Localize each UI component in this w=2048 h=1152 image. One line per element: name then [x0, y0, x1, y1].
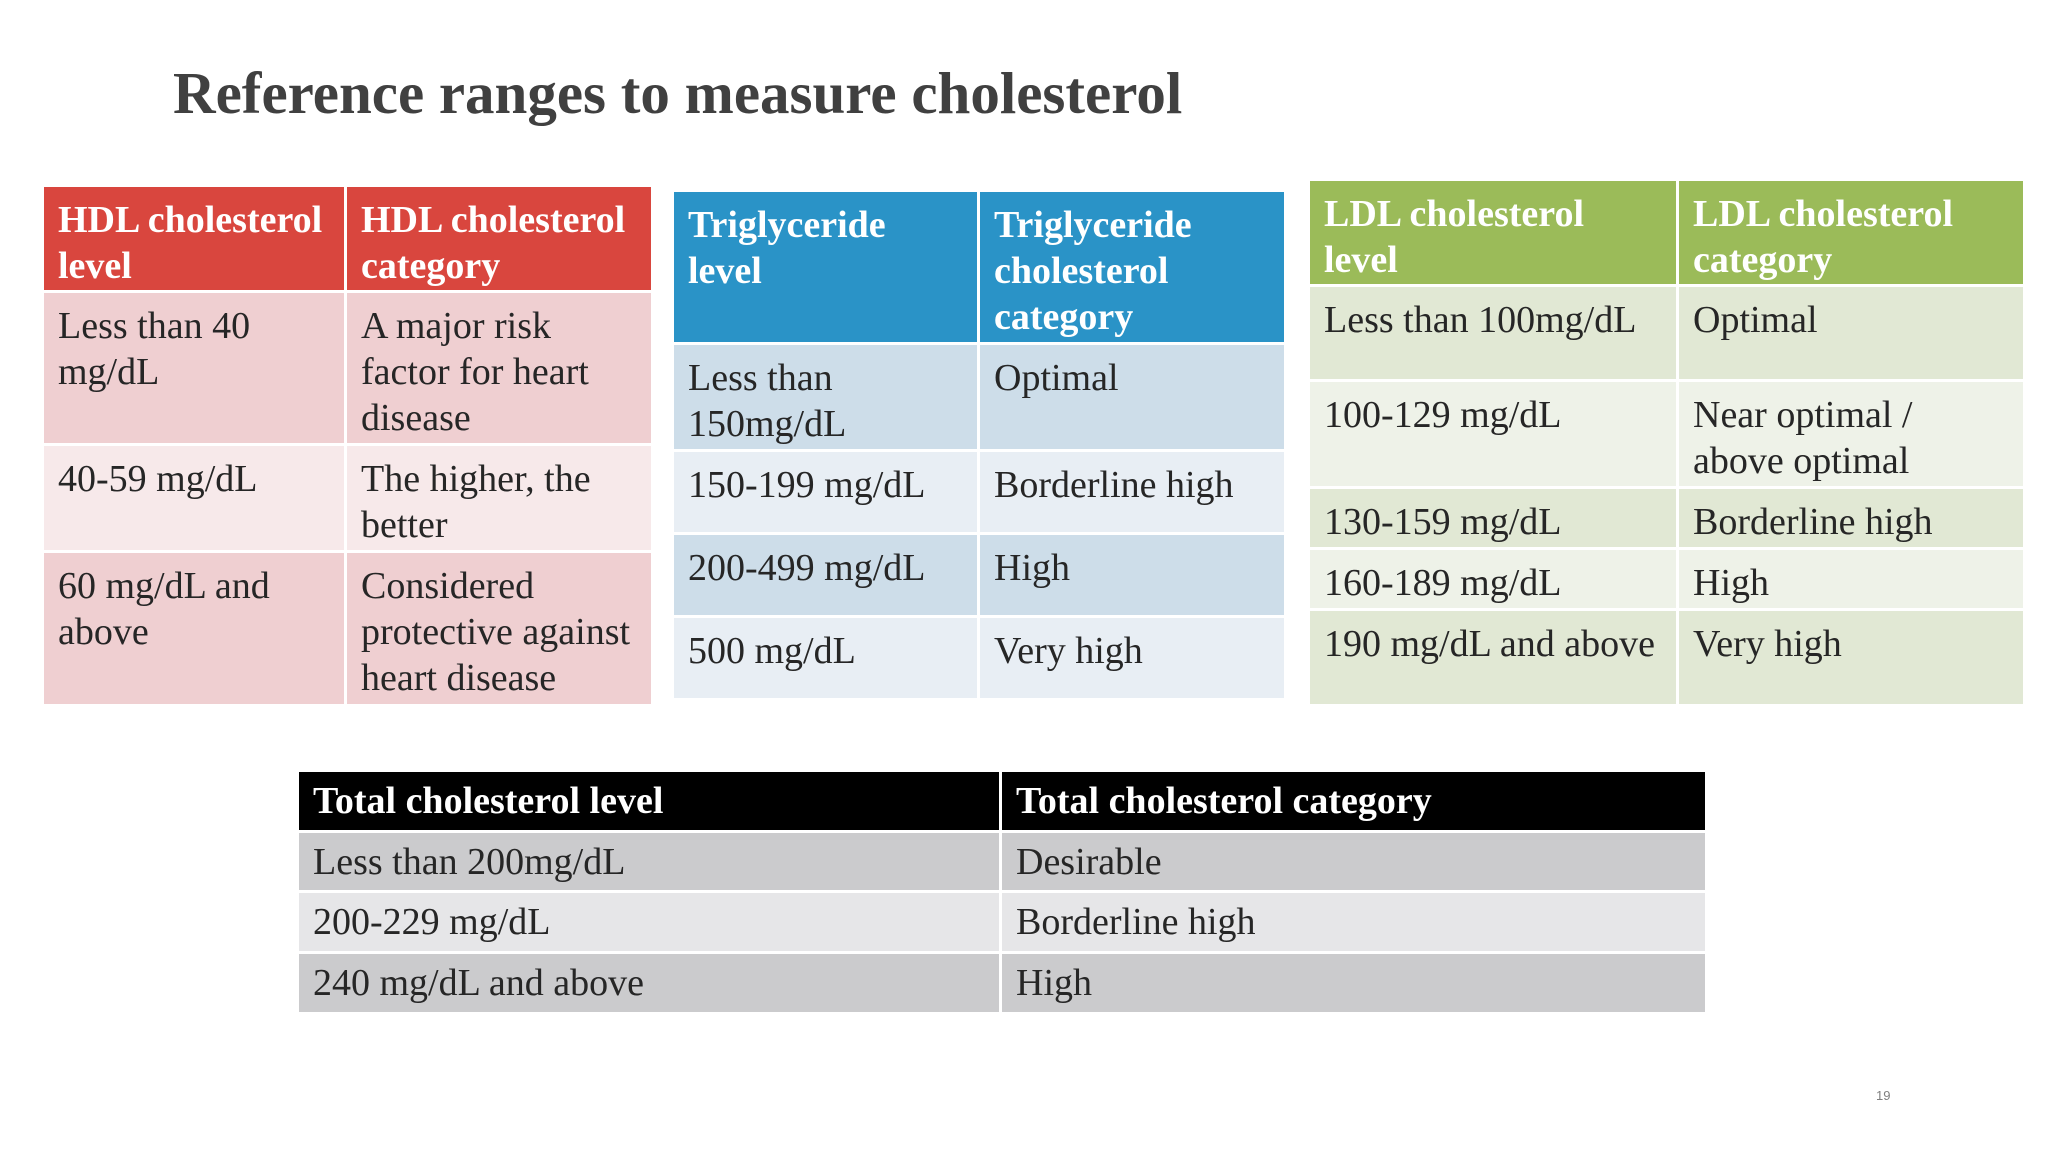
ldl-header-category: LDL cholesterol category [1679, 181, 2023, 284]
triglyceride-category-cell: Optimal [980, 345, 1284, 449]
ldl-category-cell: High [1679, 550, 2023, 608]
page-number: 19 [1876, 1088, 1891, 1103]
triglyceride-header-level: Triglyceride level [674, 192, 977, 342]
triglyceride-level-cell: 200-499 mg/dL [674, 535, 977, 615]
hdl-category-cell: The higher, the better [347, 446, 651, 550]
total-cholesterol-table: Total cholesterol level Total cholestero… [299, 772, 1705, 1012]
hdl-category-cell: Considered protective against heart dise… [347, 553, 651, 704]
ldl-level-cell: 100-129 mg/dL [1310, 382, 1676, 486]
triglyceride-level-cell: Less than 150mg/dL [674, 345, 977, 449]
total-level-cell: 240 mg/dL and above [299, 954, 999, 1012]
triglyceride-level-cell: 500 mg/dL [674, 618, 977, 698]
triglyceride-level-cell: 150-199 mg/dL [674, 452, 977, 532]
hdl-header-level: HDL cholesterol level [44, 187, 344, 290]
ldl-category-cell: Very high [1679, 611, 2023, 704]
ldl-category-cell: Borderline high [1679, 489, 2023, 547]
slide-title: Reference ranges to measure cholesterol [173, 60, 1183, 126]
triglyceride-table: Triglyceride level Triglyceride choleste… [674, 192, 1284, 698]
ldl-level-cell: 190 mg/dL and above [1310, 611, 1676, 704]
ldl-level-cell: Less than 100mg/dL [1310, 287, 1676, 379]
ldl-level-cell: 130-159 mg/dL [1310, 489, 1676, 547]
ldl-level-cell: 160-189 mg/dL [1310, 550, 1676, 608]
hdl-level-cell: 60 mg/dL and above [44, 553, 344, 704]
triglyceride-header-category: Triglyceride cholesterol category [980, 192, 1284, 342]
hdl-category-cell: A major risk factor for heart disease [347, 293, 651, 443]
triglyceride-category-cell: High [980, 535, 1284, 615]
total-category-cell: High [1002, 954, 1705, 1012]
hdl-header-category: HDL cholesterol category [347, 187, 651, 290]
total-header-level: Total cholesterol level [299, 772, 999, 830]
triglyceride-category-cell: Very high [980, 618, 1284, 698]
hdl-level-cell: 40-59 mg/dL [44, 446, 344, 550]
total-category-cell: Desirable [1002, 833, 1705, 890]
ldl-category-cell: Optimal [1679, 287, 2023, 379]
total-level-cell: 200-229 mg/dL [299, 893, 999, 951]
total-header-category: Total cholesterol category [1002, 772, 1705, 830]
triglyceride-category-cell: Borderline high [980, 452, 1284, 532]
ldl-header-level: LDL cholesterol level [1310, 181, 1676, 284]
hdl-table: HDL cholesterol level HDL cholesterol ca… [44, 187, 651, 704]
hdl-level-cell: Less than 40 mg/dL [44, 293, 344, 443]
total-category-cell: Borderline high [1002, 893, 1705, 951]
ldl-table: LDL cholesterol level LDL cholesterol ca… [1310, 181, 2023, 704]
total-level-cell: Less than 200mg/dL [299, 833, 999, 890]
ldl-category-cell: Near optimal / above optimal [1679, 382, 2023, 486]
